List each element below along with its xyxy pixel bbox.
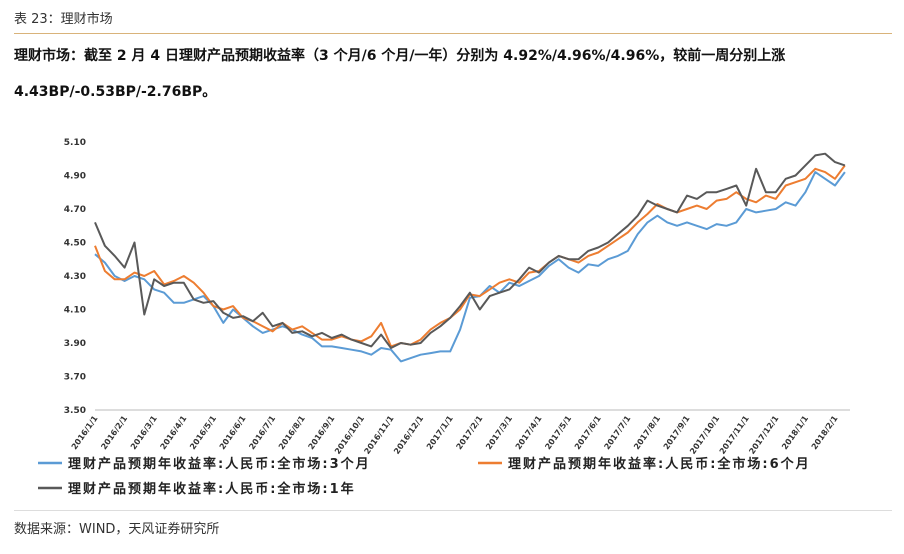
- y-tick-label: 4.30: [64, 272, 86, 282]
- x-tick-label: 2016/10/1: [333, 414, 366, 456]
- x-tick-label: 2017/6/1: [573, 414, 603, 452]
- x-tick-label: 2016/5/1: [188, 414, 218, 452]
- series-line: [94, 171, 846, 363]
- legend-label: 理财产品预期年收益率:人民币:全市场:6个月: [508, 456, 811, 472]
- x-tick-label: 2016/6/1: [218, 414, 248, 452]
- summary: 理财市场：截至 2 月 4 日理财产品预期收益率（3 个月/6 个月/一年）分别…: [14, 48, 786, 100]
- separator: [14, 33, 892, 34]
- x-tick-label: 2017/2/1: [455, 414, 485, 452]
- x-tick-label: 2017/12/1: [747, 414, 780, 456]
- x-tick-label: 2016/4/1: [159, 414, 189, 452]
- x-tick-label: 2018/1/1: [780, 414, 810, 452]
- x-tick-label: 2016/7/1: [247, 414, 277, 452]
- legend-label: 理财产品预期年收益率:人民币:全市场:1年: [68, 481, 356, 497]
- x-tick-label: 2016/12/1: [392, 414, 425, 456]
- x-tick-label: 2016/9/1: [307, 414, 337, 452]
- x-tick-label: 2017/11/1: [718, 414, 751, 456]
- x-tick-label: 2016/1/1: [70, 414, 100, 452]
- series-line: [94, 152, 846, 349]
- y-tick-label: 3.70: [64, 373, 86, 383]
- legend-label: 理财产品预期年收益率:人民币:全市场:3个月: [68, 456, 371, 472]
- y-tick-label: 5.10: [64, 138, 86, 148]
- source: 数据来源：WIND，天风证券研究所: [14, 522, 220, 537]
- x-tick-label: 2017/4/1: [514, 414, 544, 452]
- x-tick-label: 2016/11/1: [363, 414, 396, 456]
- y-tick-label: 4.10: [64, 306, 86, 316]
- x-tick-label: 2017/3/1: [484, 414, 514, 452]
- x-tick-label: 2017/8/1: [632, 414, 662, 452]
- x-tick-label: 2018/2/1: [810, 414, 840, 452]
- table-title: 表 23：理财市场: [14, 12, 113, 27]
- y-tick-label: 3.90: [64, 339, 86, 349]
- x-tick-label: 2016/3/1: [129, 414, 159, 452]
- y-tick-label: 3.50: [64, 406, 86, 416]
- x-tick-label: 2017/10/1: [688, 414, 721, 456]
- x-tick-label: 2017/1/1: [425, 414, 455, 452]
- x-tick-label: 2017/7/1: [603, 414, 633, 452]
- x-tick-label: 2016/8/1: [277, 414, 307, 452]
- x-tick-label: 2017/5/1: [543, 414, 573, 452]
- x-tick-label: 2017/9/1: [662, 414, 692, 452]
- y-tick-label: 4.90: [64, 172, 86, 182]
- x-tick-label: 2016/2/1: [99, 414, 129, 452]
- y-tick-label: 4.50: [64, 239, 86, 249]
- y-tick-label: 4.70: [64, 205, 86, 215]
- series-line: [94, 164, 846, 348]
- separator: [14, 510, 892, 511]
